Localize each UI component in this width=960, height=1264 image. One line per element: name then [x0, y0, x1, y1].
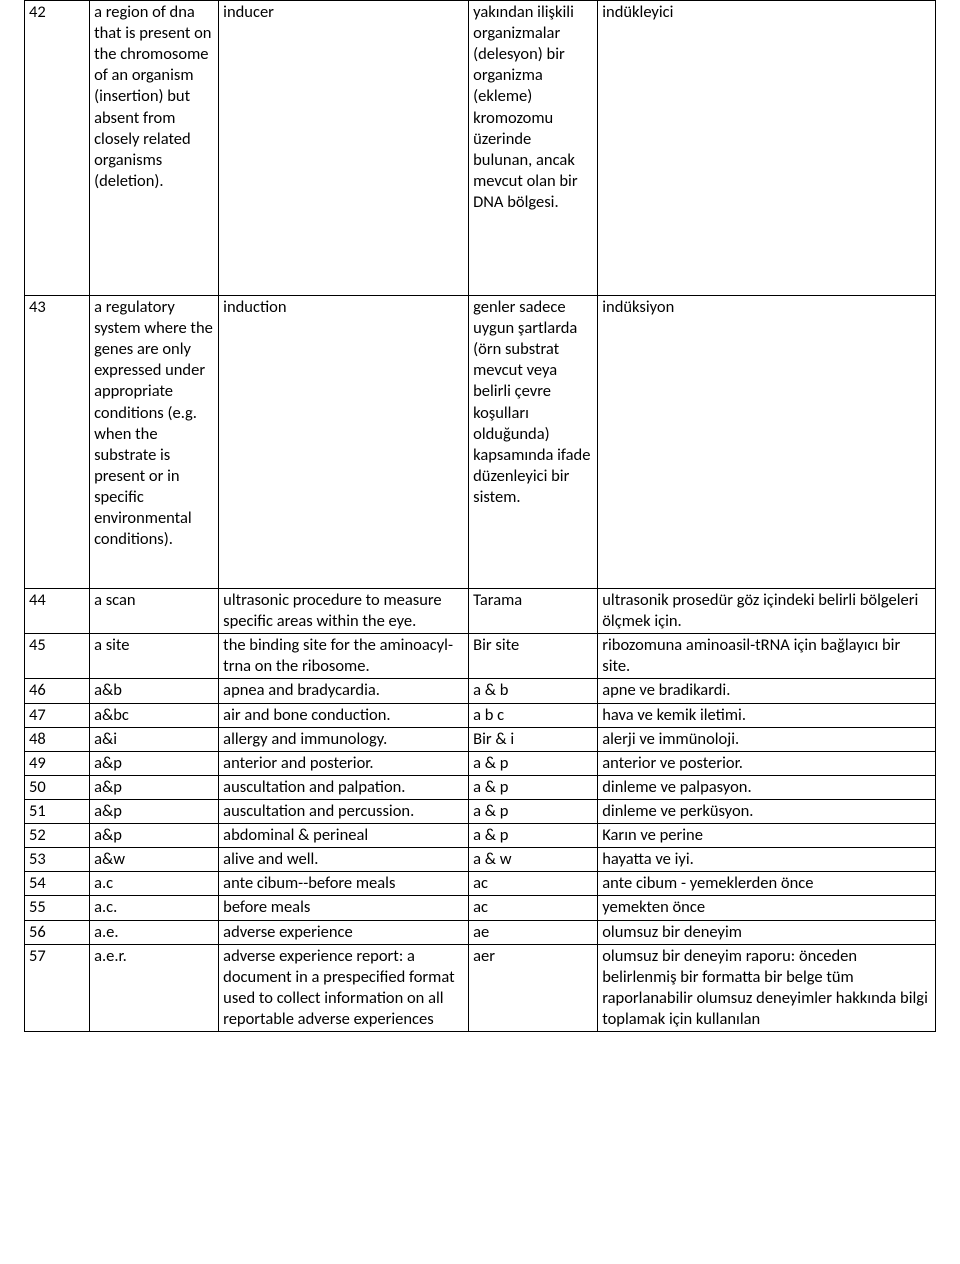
cell-col0: 54: [25, 872, 90, 896]
cell-col0: 46: [25, 679, 90, 703]
table-row: 46a&b apnea and bradycardia.a & bapne ve…: [25, 679, 936, 703]
table-row: 47a&bc air and bone conduction.a b chava…: [25, 703, 936, 727]
cell-col2: before meals: [219, 896, 469, 920]
cell-col2: adverse experience report: a document in…: [219, 944, 469, 1031]
cell-col3: a & b: [469, 679, 598, 703]
cell-col3: a & p: [469, 824, 598, 848]
cell-col3: a & p: [469, 799, 598, 823]
cell-col2: induction: [219, 296, 469, 589]
cell-col3: ac: [469, 872, 598, 896]
cell-col1: a&p: [90, 751, 219, 775]
cell-col2: ante cibum--before meals: [219, 872, 469, 896]
cell-col1: a&bc: [90, 703, 219, 727]
cell-col2: apnea and bradycardia.: [219, 679, 469, 703]
cell-col2: auscultation and palpation.: [219, 775, 469, 799]
table-row: 43a regulatory system where the genes ar…: [25, 296, 936, 589]
cell-col1: a&p: [90, 775, 219, 799]
cell-col3: aer: [469, 944, 598, 1031]
cell-col0: 51: [25, 799, 90, 823]
cell-col0: 43: [25, 296, 90, 589]
cell-col3: genler sadece uygun şartlarda (örn subst…: [469, 296, 598, 589]
cell-col4: olumsuz bir deneyim: [598, 920, 936, 944]
table-row: 57a.e.r.adverse experience report: a doc…: [25, 944, 936, 1031]
table-row: 42a region of dna that is present on the…: [25, 1, 936, 296]
cell-col4: anterior ve posterior.: [598, 751, 936, 775]
cell-col0: 44: [25, 589, 90, 634]
cell-col2: abdominal & perineal: [219, 824, 469, 848]
cell-col0: 57: [25, 944, 90, 1031]
table-row: 44a scanultrasonic procedure to measure …: [25, 589, 936, 634]
cell-col0: 45: [25, 634, 90, 679]
cell-col2: air and bone conduction.: [219, 703, 469, 727]
cell-col4: dinleme ve perküsyon.: [598, 799, 936, 823]
page: 42a region of dna that is present on the…: [0, 0, 960, 1056]
cell-col3: Tarama: [469, 589, 598, 634]
cell-col1: a scan: [90, 589, 219, 634]
table-row: 51a&p auscultation and percussion.a & pd…: [25, 799, 936, 823]
cell-col4: hayatta ve iyi.: [598, 848, 936, 872]
cell-col3: Bir & i: [469, 727, 598, 751]
cell-col1: a site: [90, 634, 219, 679]
table-row: 56a.e.adverse experienceaeolumsuz bir de…: [25, 920, 936, 944]
table-row: 49a&p anterior and posterior.a & panteri…: [25, 751, 936, 775]
cell-col4: ante cibum - yemeklerden önce: [598, 872, 936, 896]
table-row: 54a.cante cibum--before mealsacante cibu…: [25, 872, 936, 896]
cell-col3: ae: [469, 920, 598, 944]
cell-col2: ultrasonic procedure to measure specific…: [219, 589, 469, 634]
table-row: 50a&p auscultation and palpation.a & pdi…: [25, 775, 936, 799]
cell-col4: dinleme ve palpasyon.: [598, 775, 936, 799]
cell-col1: a.e.r.: [90, 944, 219, 1031]
cell-col4: apne ve bradikardi.: [598, 679, 936, 703]
cell-col1: a region of dna that is present on the c…: [90, 1, 219, 296]
cell-col1: a&p: [90, 799, 219, 823]
cell-col0: 47: [25, 703, 90, 727]
cell-col3: a & p: [469, 775, 598, 799]
cell-col3: yakından ilişkili organizmalar (delesyon…: [469, 1, 598, 296]
cell-col1: a&b: [90, 679, 219, 703]
cell-col3: Bir site: [469, 634, 598, 679]
cell-col4: ribozomuna aminoasil-tRNA için bağlayıcı…: [598, 634, 936, 679]
cell-col1: a.c.: [90, 896, 219, 920]
cell-col1: a&p: [90, 824, 219, 848]
cell-col0: 53: [25, 848, 90, 872]
cell-col1: a regulatory system where the genes are …: [90, 296, 219, 589]
cell-col2: inducer: [219, 1, 469, 296]
cell-col3: a & w: [469, 848, 598, 872]
table-row: 48a&i allergy and immunology.Bir & ialer…: [25, 727, 936, 751]
cell-col4: indükleyici: [598, 1, 936, 296]
cell-col0: 50: [25, 775, 90, 799]
cell-col4: hava ve kemik iletimi.: [598, 703, 936, 727]
cell-col4: olumsuz bir deneyim raporu: önceden beli…: [598, 944, 936, 1031]
cell-col1: a.e.: [90, 920, 219, 944]
table-row: 55a.c.before mealsacyemekten önce: [25, 896, 936, 920]
cell-col0: 56: [25, 920, 90, 944]
cell-col0: 55: [25, 896, 90, 920]
cell-col3: a b c: [469, 703, 598, 727]
cell-col3: a & p: [469, 751, 598, 775]
cell-col3: ac: [469, 896, 598, 920]
cell-col1: a&i: [90, 727, 219, 751]
cell-col4: indüksiyon: [598, 296, 936, 589]
table-row: 53a&w alive and well.a & whayatta ve iyi…: [25, 848, 936, 872]
cell-col2: adverse experience: [219, 920, 469, 944]
cell-col2: auscultation and percussion.: [219, 799, 469, 823]
cell-col4: alerji ve immünoloji.: [598, 727, 936, 751]
cell-col2: anterior and posterior.: [219, 751, 469, 775]
table-row: 52a&pabdominal & perineala & pKarın ve p…: [25, 824, 936, 848]
cell-col1: a&w: [90, 848, 219, 872]
table-row: 45a site the binding site for the aminoa…: [25, 634, 936, 679]
cell-col4: ultrasonik prosedür göz içindeki belirli…: [598, 589, 936, 634]
cell-col2: alive and well.: [219, 848, 469, 872]
cell-col0: 48: [25, 727, 90, 751]
glossary-table: 42a region of dna that is present on the…: [24, 0, 936, 1032]
cell-col2: the binding site for the aminoacyl-trna …: [219, 634, 469, 679]
cell-col2: allergy and immunology.: [219, 727, 469, 751]
cell-col4: yemekten önce: [598, 896, 936, 920]
cell-col0: 52: [25, 824, 90, 848]
cell-col4: Karın ve perine: [598, 824, 936, 848]
cell-col1: a.c: [90, 872, 219, 896]
cell-col0: 42: [25, 1, 90, 296]
cell-col0: 49: [25, 751, 90, 775]
